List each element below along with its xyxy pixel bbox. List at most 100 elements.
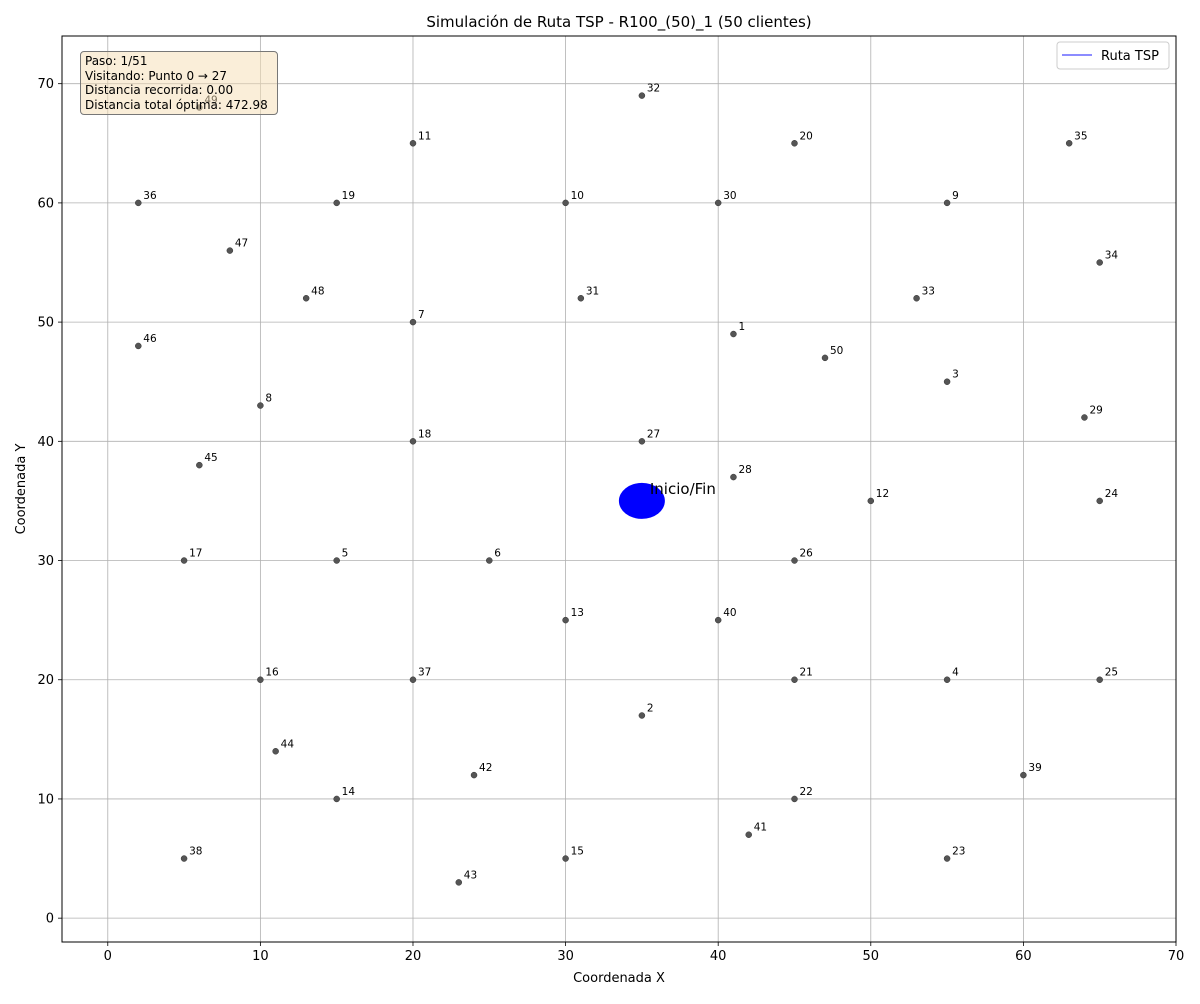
point-label: 21 bbox=[799, 667, 812, 679]
y-tick-label: 10 bbox=[37, 792, 54, 807]
customer-point bbox=[196, 461, 203, 469]
x-tick-label: 60 bbox=[1015, 949, 1032, 964]
customer-point bbox=[943, 378, 951, 385]
point-label: 12 bbox=[876, 488, 889, 500]
point-label: 50 bbox=[830, 345, 843, 357]
distance-traveled-text: Distancia recorrida: 0.00 bbox=[85, 83, 234, 97]
customer-point bbox=[730, 330, 737, 338]
point-label: 20 bbox=[799, 130, 812, 142]
point-label: 28 bbox=[738, 464, 751, 476]
customer-point bbox=[791, 795, 798, 803]
point-label: 14 bbox=[342, 786, 356, 798]
depot-label: Inicio/Fin bbox=[650, 480, 716, 498]
x-tick-label: 40 bbox=[710, 949, 727, 964]
customer-point bbox=[943, 199, 951, 207]
point-label: 17 bbox=[189, 548, 202, 560]
customer-point bbox=[1096, 497, 1103, 505]
customer-point bbox=[455, 879, 463, 886]
customer-point bbox=[135, 342, 142, 350]
customer-point bbox=[562, 616, 569, 624]
point-label: 22 bbox=[799, 786, 812, 798]
customer-point bbox=[791, 140, 798, 147]
x-axis-label: Coordenada X bbox=[573, 971, 665, 986]
customer-point bbox=[791, 676, 798, 683]
point-label: 35 bbox=[1074, 130, 1087, 142]
customer-point bbox=[257, 676, 264, 683]
point-label: 37 bbox=[418, 667, 431, 679]
customer-point bbox=[1020, 771, 1027, 779]
customer-point bbox=[638, 438, 646, 445]
customer-point bbox=[638, 92, 646, 99]
customer-point bbox=[409, 318, 417, 326]
customer-point bbox=[867, 497, 875, 505]
customer-point bbox=[257, 402, 264, 409]
y-tick-label: 30 bbox=[37, 554, 54, 569]
point-label: 46 bbox=[143, 333, 157, 345]
point-label: 24 bbox=[1105, 488, 1119, 500]
customer-point bbox=[226, 247, 234, 254]
customer-point bbox=[486, 557, 493, 564]
y-tick-label: 40 bbox=[37, 435, 54, 450]
legend-box bbox=[1056, 41, 1170, 70]
point-label: 19 bbox=[342, 190, 355, 202]
visiting-text: Visitando: Punto 0 → 27 bbox=[85, 68, 228, 83]
chart-title: Simulación de Ruta TSP - R100_(50)_1 (50… bbox=[426, 13, 811, 32]
step-text: Paso: 1/51 bbox=[85, 54, 148, 68]
x-tick-label: 50 bbox=[863, 949, 880, 964]
legend-label: Ruta TSP bbox=[1101, 49, 1159, 64]
point-label: 32 bbox=[647, 83, 660, 95]
customer-point bbox=[333, 795, 340, 803]
customer-point bbox=[821, 354, 829, 362]
customer-point bbox=[409, 676, 417, 683]
point-label: 36 bbox=[143, 190, 157, 202]
point-label: 42 bbox=[479, 762, 492, 774]
y-tick-label: 0 bbox=[46, 912, 54, 927]
customer-point bbox=[180, 557, 188, 564]
customer-point bbox=[745, 831, 752, 838]
customer-point bbox=[562, 855, 569, 862]
y-tick-label: 50 bbox=[37, 316, 54, 331]
simulation-info-box: Paso: 1/51 Visitando: Punto 0 → 27 Dista… bbox=[80, 51, 278, 115]
point-label: 26 bbox=[799, 548, 813, 560]
y-axis-label: Coordenada Y bbox=[14, 444, 29, 535]
point-label: 9 bbox=[952, 190, 959, 202]
point-label: 16 bbox=[265, 667, 279, 679]
customer-point bbox=[470, 771, 478, 779]
grid-lines bbox=[62, 36, 1177, 942]
point-label: 11 bbox=[418, 130, 431, 142]
customer-point bbox=[180, 855, 188, 862]
optimal-distance-text: Distancia total óptima: 472.98 bbox=[85, 97, 268, 112]
depot-marker bbox=[618, 482, 665, 519]
customer-point bbox=[577, 295, 585, 302]
customer-point bbox=[333, 199, 340, 207]
x-tick-label: 20 bbox=[405, 949, 422, 964]
point-label: 43 bbox=[464, 869, 477, 881]
point-label: 41 bbox=[754, 822, 767, 834]
customer-point bbox=[333, 557, 340, 564]
customer-point bbox=[135, 199, 142, 207]
customer-point bbox=[791, 557, 798, 564]
legend: Ruta TSP bbox=[1056, 41, 1170, 70]
x-tick-label: 30 bbox=[557, 949, 574, 964]
point-label: 40 bbox=[723, 607, 736, 619]
point-label: 44 bbox=[281, 738, 295, 750]
point-label: 29 bbox=[1089, 404, 1102, 416]
point-label: 47 bbox=[235, 238, 248, 250]
customer-point bbox=[1096, 676, 1103, 683]
point-label: 1 bbox=[738, 321, 745, 333]
point-label: 30 bbox=[723, 190, 736, 202]
point-label: 3 bbox=[952, 369, 959, 381]
point-label: 48 bbox=[311, 285, 324, 297]
x-tick-label: 70 bbox=[1168, 949, 1185, 964]
customer-point bbox=[943, 855, 951, 862]
point-label: 23 bbox=[952, 846, 965, 858]
y-tick-label: 70 bbox=[37, 77, 54, 92]
plot-frame bbox=[61, 35, 1177, 943]
point-label: 10 bbox=[571, 190, 584, 202]
point-label: 38 bbox=[189, 846, 202, 858]
point-label: 2 bbox=[647, 703, 654, 715]
customer-point bbox=[1096, 259, 1103, 266]
customer-point bbox=[638, 712, 646, 719]
